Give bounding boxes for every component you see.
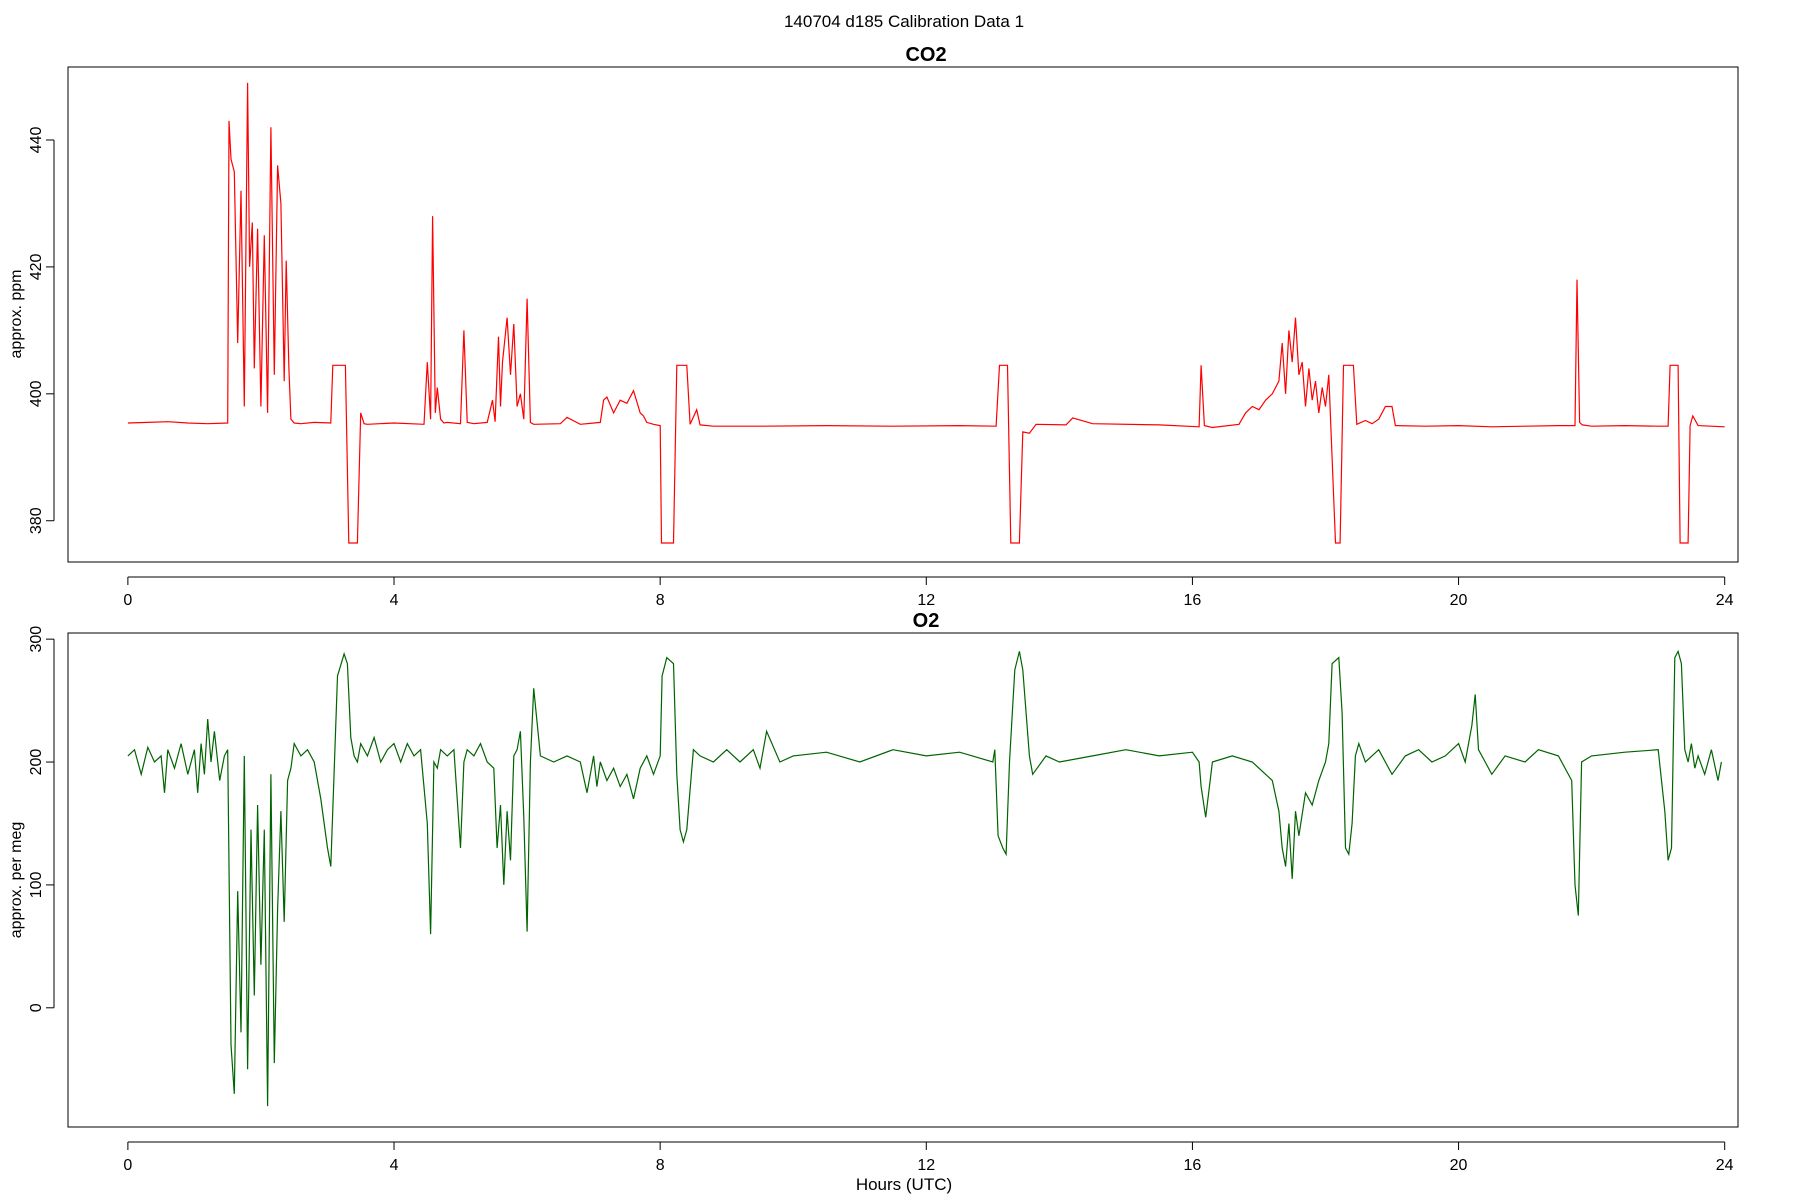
o2-x-tick-label: 24 [1716, 1157, 1734, 1174]
o2-x-axis: 0 4 8 12 16 20 24 [123, 1141, 1734, 1174]
o2-x-tick-label: 12 [917, 1157, 935, 1174]
co2-y-axis: 380 400 420 440 [28, 127, 55, 534]
co2-x-tick-label: 20 [1450, 592, 1468, 609]
co2-x-tick-label: 24 [1716, 592, 1734, 609]
o2-y-tick-label: 100 [28, 871, 45, 898]
co2-y-tick-label: 380 [28, 507, 45, 534]
o2-x-tick-label: 8 [656, 1157, 665, 1174]
co2-y-tick-label: 440 [28, 127, 45, 154]
o2-panel: O2 approx. per meg 0 4 8 12 16 20 24 0 100 200 30… [8, 610, 1739, 1174]
o2-y-tick-label: 300 [28, 626, 45, 653]
co2-x-axis: 0 4 8 12 16 20 24 [123, 576, 1734, 609]
co2-y-tick-label: 420 [28, 253, 45, 280]
o2-y-axis: 0 100 200 300 [28, 626, 55, 1012]
o2-panel-title: O2 [913, 610, 940, 632]
o2-y-tick-label: 0 [28, 1003, 45, 1012]
o2-x-tick-label: 20 [1450, 1157, 1468, 1174]
co2-panel-title: CO2 [905, 44, 946, 66]
o2-y-tick-label: 200 [28, 749, 45, 776]
co2-x-tick-label: 16 [1184, 592, 1202, 609]
o2-series-line [127, 649, 1722, 1107]
o2-x-tick-label: 4 [390, 1157, 399, 1174]
co2-x-tick-label: 0 [123, 592, 132, 609]
co2-x-tick-label: 8 [656, 592, 665, 609]
o2-y-axis-label: approx. per meg [8, 822, 25, 939]
o2-x-tick-label: 0 [123, 1157, 132, 1174]
x-axis-label: Hours (UTC) [856, 1175, 952, 1194]
co2-panel: CO2 approx. ppm 0 4 8 12 16 20 24 380 400 420 440 [8, 44, 1739, 609]
co2-plot-frame [67, 66, 1739, 563]
o2-plot-frame [67, 632, 1739, 1128]
figure-suptitle: 140704 d185 Calibration Data 1 [784, 12, 1024, 31]
co2-x-tick-label: 12 [917, 592, 935, 609]
o2-x-tick-label: 16 [1184, 1157, 1202, 1174]
co2-y-axis-label: approx. ppm [8, 270, 25, 359]
co2-y-tick-label: 400 [28, 380, 45, 407]
co2-x-tick-label: 4 [390, 592, 399, 609]
co2-series-line [127, 82, 1725, 544]
